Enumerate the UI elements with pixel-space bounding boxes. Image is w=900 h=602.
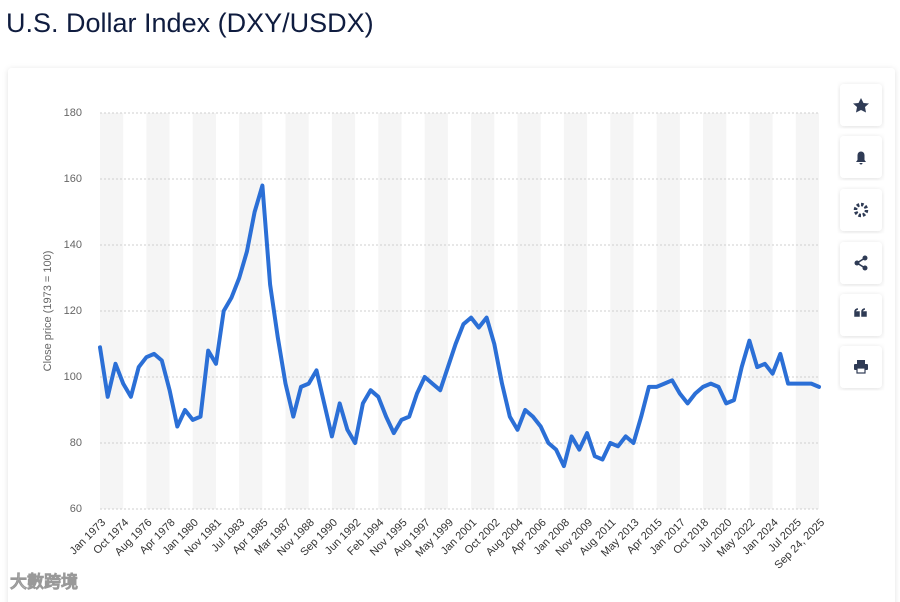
share-button[interactable] <box>840 242 882 284</box>
y-tick-label: 80 <box>70 437 82 449</box>
y-tick-label: 180 <box>64 107 82 119</box>
alert-button[interactable] <box>840 136 882 178</box>
data-line <box>98 183 821 469</box>
settings-button[interactable] <box>840 189 882 231</box>
toolbar <box>840 84 882 388</box>
favorite-button[interactable] <box>840 84 882 126</box>
column-band <box>563 113 588 509</box>
y-tick-label: 140 <box>64 239 82 251</box>
column-band <box>239 113 263 509</box>
y-tick-label: 100 <box>64 371 82 383</box>
y-tick-label: 60 <box>70 503 82 515</box>
column-band <box>471 113 495 509</box>
y-tick-label: 160 <box>64 173 82 185</box>
y-axis-label: Close price (1973 = 100) <box>42 251 54 372</box>
watermark: 大數跨境 <box>10 571 78 591</box>
column-band <box>795 113 819 509</box>
column-band <box>331 113 356 509</box>
y-tick-label: 120 <box>64 305 82 317</box>
column-band <box>703 113 727 509</box>
chart-title: U.S. Dollar Index (DXY/USDX) <box>6 8 374 38</box>
column-band <box>100 113 124 509</box>
print-button[interactable] <box>840 346 882 388</box>
cite-button[interactable] <box>840 294 882 336</box>
